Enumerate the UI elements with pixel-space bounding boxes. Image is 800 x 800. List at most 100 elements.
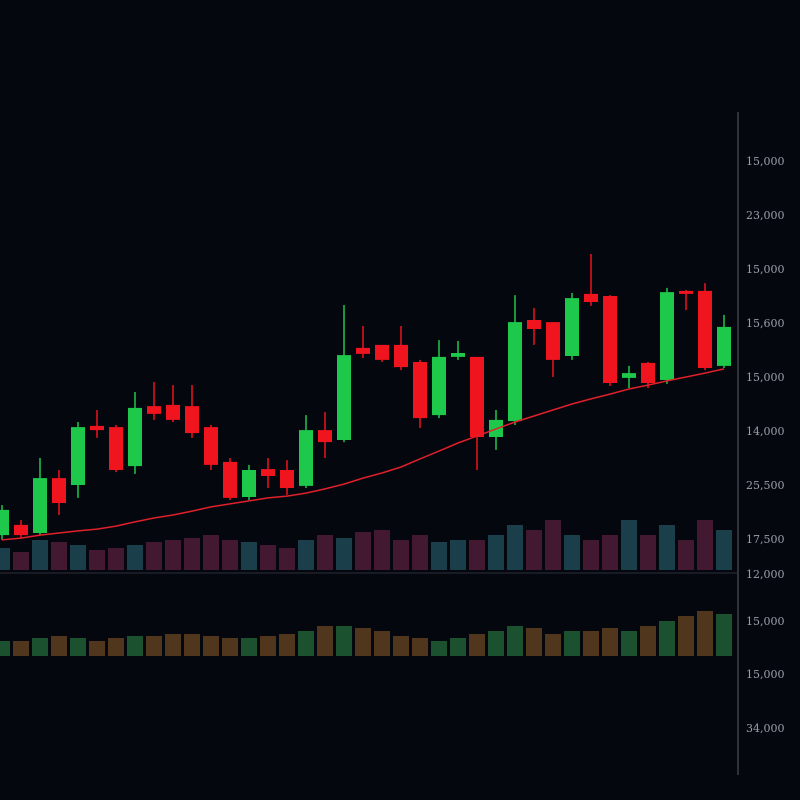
indicator-bar: [412, 638, 428, 656]
volume-bar: [659, 525, 675, 570]
volume-bar: [0, 548, 10, 570]
candle-body: [717, 326, 731, 366]
candle-body: [679, 290, 693, 294]
volume-bar: [355, 532, 371, 570]
indicator-bar: [13, 641, 29, 656]
candle-body: [318, 430, 332, 443]
volume-bar: [716, 530, 732, 570]
candle-body: [527, 320, 541, 329]
candle-body: [394, 344, 408, 368]
indicator-bar: [374, 631, 390, 656]
indicator-bar: [716, 614, 732, 656]
candle-body: [375, 344, 389, 360]
volume-bar: [412, 535, 428, 570]
candle-body: [90, 425, 104, 431]
candle-body: [261, 469, 275, 476]
volume-bar: [621, 520, 637, 570]
candle-body: [584, 293, 598, 302]
indicator-bar: [526, 628, 542, 656]
volume-bar: [678, 540, 694, 570]
indicator-bar: [507, 626, 523, 656]
volume-bar: [469, 540, 485, 570]
indicator-bar: [51, 636, 67, 656]
indicator-bar: [488, 631, 504, 656]
candle-body: [622, 373, 636, 378]
volume-bar: [488, 535, 504, 570]
candle-body: [128, 407, 142, 467]
volume-bar: [640, 535, 656, 570]
candle-body: [565, 298, 579, 356]
indicator-bar: [659, 621, 675, 656]
indicator-bar: [146, 636, 162, 656]
indicator-bar: [678, 616, 694, 656]
price-axis-label: 17,500: [746, 533, 785, 546]
candle-body: [0, 509, 9, 536]
candle-body: [451, 353, 465, 357]
indicator-bar: [0, 641, 10, 656]
volume-bar: [127, 545, 143, 570]
volume-bar: [89, 550, 105, 570]
volume-bar: [165, 540, 181, 570]
candle-body: [413, 362, 427, 419]
indicator-bar: [431, 641, 447, 656]
indicator-bar: [583, 631, 599, 656]
indicator-bar: [108, 638, 124, 656]
candle-body: [109, 427, 123, 470]
volume-bar: [241, 542, 257, 570]
moving-average-line: [1, 368, 725, 541]
volume-bar: [184, 538, 200, 570]
candle-body: [242, 470, 256, 497]
candle-body: [698, 290, 712, 368]
volume-bar: [507, 525, 523, 570]
candle-body: [280, 470, 294, 488]
volume-bar: [203, 535, 219, 570]
indicator-bar: [70, 638, 86, 656]
candle-body: [71, 427, 85, 485]
candle-body: [147, 406, 161, 414]
volume-bar: [146, 542, 162, 570]
volume-bar: [526, 530, 542, 570]
indicator-bar: [640, 626, 656, 656]
price-axis-label: 15,000: [746, 371, 785, 384]
candle-body: [166, 404, 180, 420]
candle-body: [470, 356, 484, 437]
price-axis-label: 25,500: [746, 479, 785, 492]
indicator-bar: [165, 634, 181, 656]
volume-bar: [70, 545, 86, 570]
indicator-bar: [317, 626, 333, 656]
indicator-bar: [89, 641, 105, 656]
candle-body: [14, 524, 28, 536]
candle-body: [223, 461, 237, 498]
volume-bar: [108, 548, 124, 570]
indicator-bar: [393, 636, 409, 656]
volume-bar: [298, 540, 314, 570]
indicator-bar: [279, 634, 295, 656]
candle-body: [508, 322, 522, 422]
price-axis-label: 15,000: [746, 668, 785, 681]
indicator-bar: [469, 634, 485, 656]
volume-bar: [393, 540, 409, 570]
indicator-bar: [203, 636, 219, 656]
volume-bar: [545, 520, 561, 570]
indicator-bar: [298, 631, 314, 656]
indicator-bar: [336, 626, 352, 656]
candle-body: [185, 406, 199, 434]
candle-body: [603, 296, 617, 383]
candle-body: [204, 427, 218, 465]
volume-bar: [450, 540, 466, 570]
price-axis-label: 14,000: [746, 425, 785, 438]
volume-bar: [32, 540, 48, 570]
volume-bar: [13, 552, 29, 570]
indicator-bar: [697, 611, 713, 656]
volume-bar: [431, 542, 447, 570]
indicator-bar: [260, 636, 276, 656]
volume-bar: [279, 548, 295, 570]
indicator-bar: [564, 631, 580, 656]
volume-bar: [336, 538, 352, 570]
candle-body: [337, 355, 351, 440]
price-axis-label: 23,000: [746, 209, 785, 222]
price-axis-label: 34,000: [746, 722, 785, 735]
volume-bar: [583, 540, 599, 570]
